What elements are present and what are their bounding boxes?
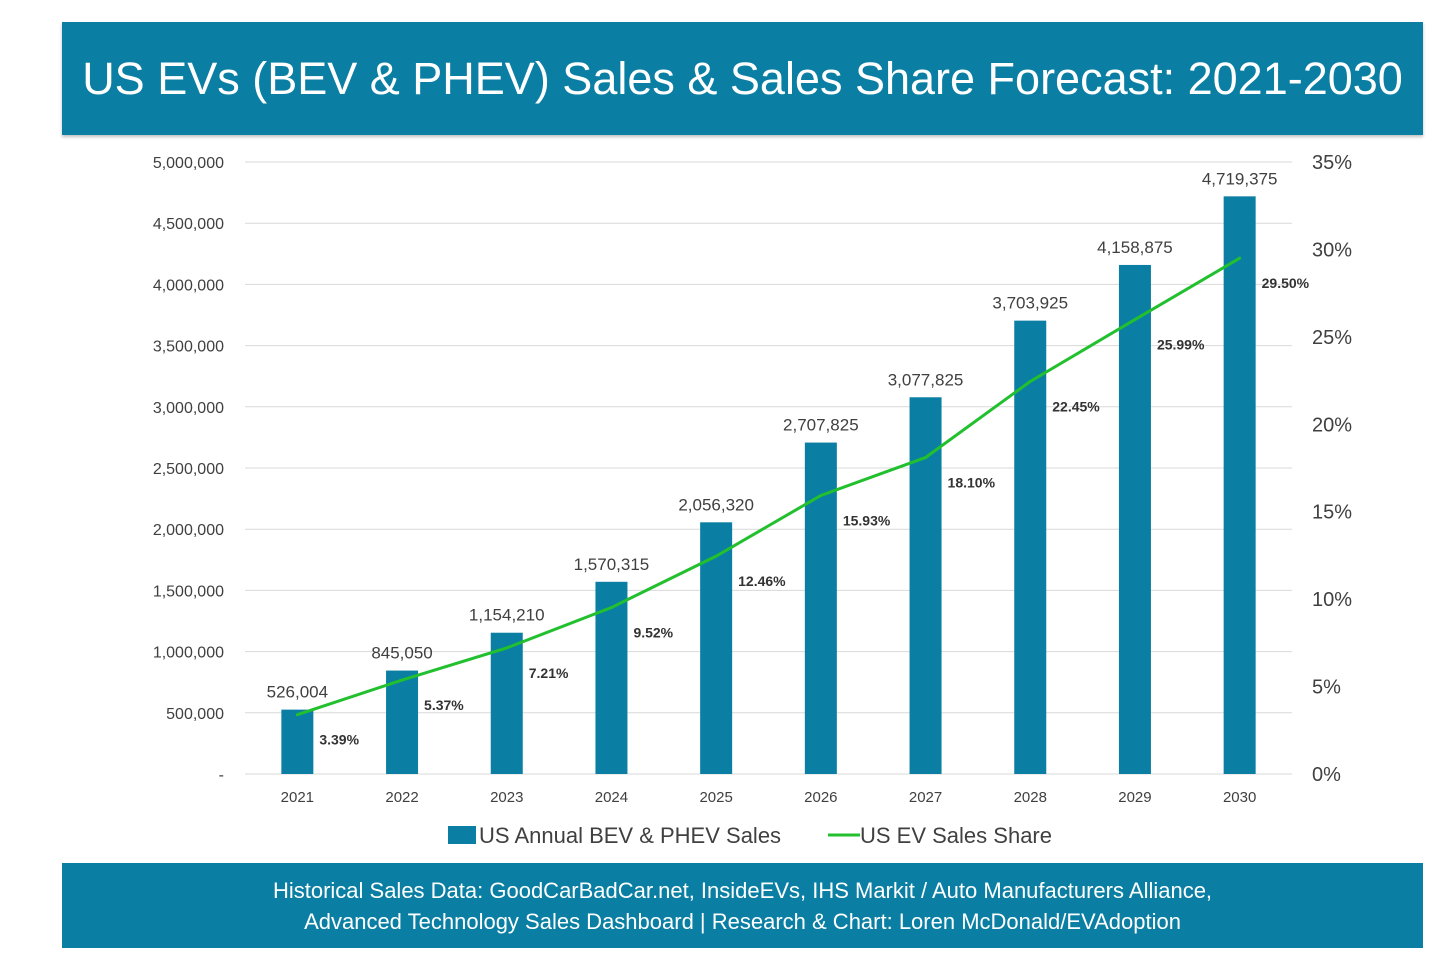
legend-line-label: US EV Sales Share [860, 823, 1052, 848]
share-value-label: 22.45% [1052, 398, 1100, 414]
share-point [400, 678, 404, 682]
y-left-tick-label: 2,500,000 [153, 461, 224, 478]
bar [909, 397, 942, 774]
bar-value-label: 3,077,825 [888, 370, 964, 389]
y-right-tick-label: 25% [1312, 327, 1352, 349]
bar-value-label: 4,158,875 [1097, 238, 1173, 257]
y-right-tick-label: 20% [1312, 414, 1352, 436]
y-right-tick-label: 15% [1312, 502, 1352, 524]
share-value-label: 5.37% [424, 697, 464, 713]
source-line-2: Advanced Technology Sales Dashboard | Re… [304, 909, 1181, 934]
y-right-tick-label: 35% [1312, 152, 1352, 174]
share-point [714, 554, 718, 558]
x-tick-label: 2028 [1014, 789, 1047, 806]
legend-bar-label: US Annual BEV & PHEV Sales [479, 823, 781, 848]
gridlines [245, 161, 1292, 775]
source-banner: Historical Sales Data: GoodCarBadCar.net… [62, 863, 1423, 948]
y-right-tick-label: 0% [1312, 764, 1341, 786]
share-value-label: 25.99% [1157, 337, 1205, 353]
bar [700, 522, 733, 774]
y-left-tick-label: 1,500,000 [153, 583, 224, 600]
x-tick-label: 2026 [804, 789, 837, 806]
bar-value-label: 1,570,315 [574, 555, 650, 574]
title-banner: US EVs (BEV & PHEV) Sales & Sales Share … [62, 22, 1423, 135]
share-value-label: 3.39% [319, 732, 359, 748]
y-left-tick-label: 3,500,000 [153, 339, 224, 356]
y-left-tick-label: 5,000,000 [153, 155, 224, 172]
bar [595, 581, 628, 774]
share-value-label: 12.46% [738, 573, 786, 589]
x-tick-label: 2027 [909, 789, 942, 806]
share-line [295, 256, 1242, 717]
bar-value-label: 2,707,825 [783, 416, 859, 435]
y-left-tick-label: 4,500,000 [153, 216, 224, 233]
bars [281, 196, 1256, 774]
legend-bar-swatch [448, 826, 476, 844]
x-tick-label: 2029 [1118, 789, 1151, 806]
y-right-tick-label: 10% [1312, 589, 1352, 611]
axes: - 500,000 1,000,000 1,500,000 2,000,000 2,500… [153, 152, 1352, 806]
bar [1118, 264, 1151, 774]
chart-title: US EVs (BEV & PHEV) Sales & Sales Share … [82, 53, 1403, 104]
bar [281, 709, 314, 774]
y-left-tick-label: 500,000 [166, 706, 224, 723]
y-right-tick-label: 30% [1312, 239, 1352, 261]
share-value-label: 18.10% [948, 475, 996, 491]
y-left-tick-label: 3,000,000 [153, 400, 224, 417]
bar [490, 632, 523, 774]
x-tick-label: 2025 [699, 789, 732, 806]
share-point [609, 606, 613, 610]
x-tick-label: 2022 [385, 789, 418, 806]
bar [804, 442, 837, 774]
share-value-label: 15.93% [843, 512, 891, 528]
bar-value-label: 1,154,210 [469, 606, 545, 625]
x-tick-label: 2021 [281, 789, 314, 806]
share-line-path [296, 256, 1241, 717]
share-point [924, 456, 928, 460]
share-point [295, 713, 299, 717]
share-point [1133, 318, 1137, 322]
y-left-tick-label: 4,000,000 [153, 277, 224, 294]
data-labels: 526,004 3.39% 845,050 5.37% 1,154,210 7.21% 1,… [267, 169, 1310, 747]
bar-value-label: 526,004 [267, 683, 328, 702]
share-point [1238, 256, 1242, 260]
share-point [1028, 379, 1032, 383]
y-left-tick-label: 2,000,000 [153, 522, 224, 539]
x-tick-label: 2030 [1223, 789, 1256, 806]
share-point [819, 493, 823, 497]
y-left-tick-label: - [219, 767, 224, 784]
share-point [505, 646, 509, 650]
bar-value-label: 845,050 [371, 644, 432, 663]
share-value-label: 9.52% [633, 625, 673, 641]
y-right-tick-label: 5% [1312, 677, 1341, 699]
bar-value-label: 4,719,375 [1202, 169, 1278, 188]
share-value-label: 7.21% [529, 665, 569, 681]
source-line-1: Historical Sales Data: GoodCarBadCar.net… [272, 878, 1213, 903]
bar [1014, 320, 1047, 774]
bar [1223, 196, 1256, 774]
legend: US Annual BEV & PHEV Sales US EV Sales Sh… [448, 823, 1052, 848]
share-value-label: 29.50% [1262, 275, 1310, 291]
x-tick-label: 2024 [595, 789, 628, 806]
bar-value-label: 3,703,925 [992, 294, 1068, 313]
bar [386, 670, 419, 774]
bar-value-label: 2,056,320 [678, 495, 754, 514]
x-tick-label: 2023 [490, 789, 523, 806]
y-left-tick-label: 1,000,000 [153, 645, 224, 662]
